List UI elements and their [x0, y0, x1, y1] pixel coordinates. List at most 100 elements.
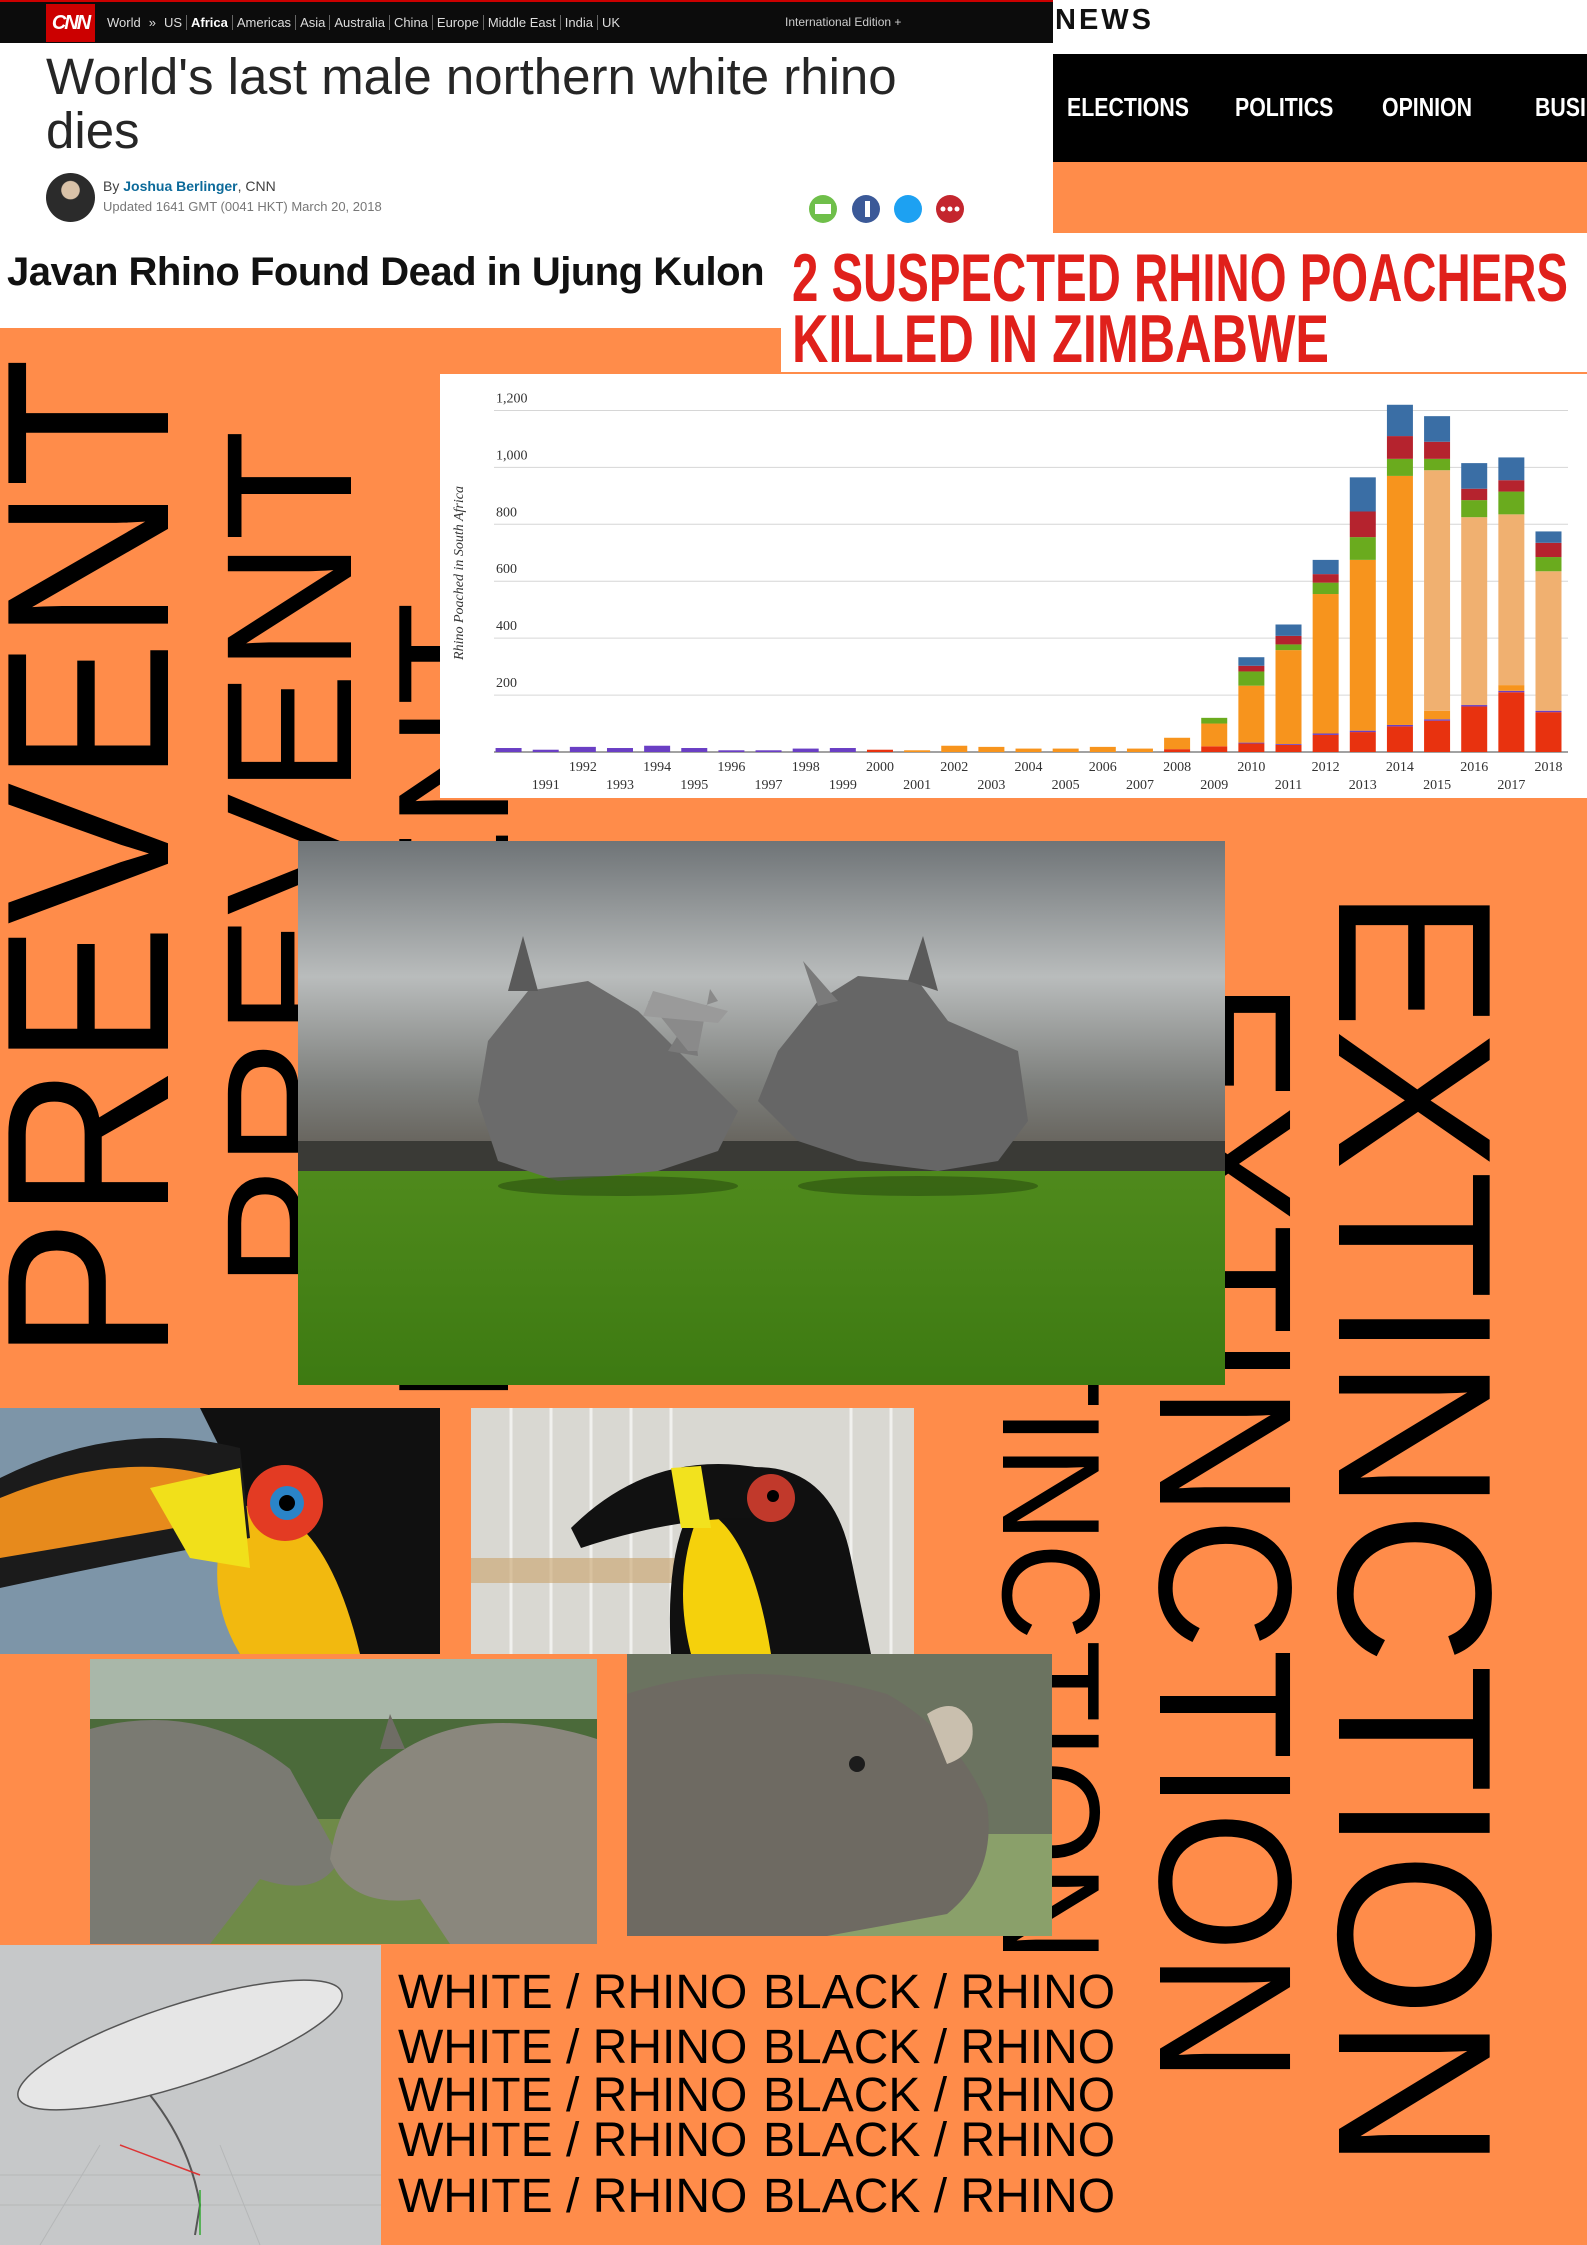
bar-segment: [718, 750, 745, 752]
nav-link[interactable]: Europe: [431, 15, 483, 30]
headline-line: 2 SUSPECTED RHINO POACHERS: [792, 240, 1568, 316]
news-brand[interactable]: NEWS: [1055, 4, 1154, 36]
nav-link[interactable]: India: [559, 15, 597, 30]
icon-glyph: [954, 206, 960, 212]
bar-segment: [1535, 542, 1562, 558]
bar-segment: [1349, 477, 1376, 512]
x-tick-label: 1992: [569, 760, 597, 775]
bar-segment: [1349, 511, 1376, 538]
bar-segment: [1498, 692, 1525, 752]
bar-segment: [1312, 574, 1339, 583]
photo-art: [471, 1408, 914, 1654]
bar-segment: [1386, 726, 1413, 752]
x-tick-label: 2003: [977, 778, 1005, 793]
x-tick-label: 2002: [940, 760, 968, 775]
bar-segment: [792, 748, 819, 752]
rhinos-photo: [90, 1659, 597, 1944]
bar-segment: [1498, 480, 1525, 492]
nav-link[interactable]: POLITICS: [1235, 92, 1334, 122]
bar-segment: [1238, 657, 1265, 666]
nav-link[interactable]: US: [163, 15, 183, 30]
rhino-word: BLACK / RHINO: [763, 2114, 1116, 2167]
bar-segment: [1201, 723, 1228, 747]
x-tick-label: 2010: [1237, 760, 1265, 775]
x-tick-label: 2007: [1126, 778, 1154, 793]
toucan-photo: [0, 1408, 440, 1654]
bar-segment: [1238, 742, 1265, 744]
bar-segment: [1164, 737, 1191, 750]
bar-segment: [1238, 685, 1265, 743]
bar-segment: [1275, 624, 1302, 636]
rhino-word: WHITE / RHINO: [398, 2114, 748, 2167]
x-tick-label: 2006: [1089, 760, 1117, 775]
bar-segment: [1238, 671, 1265, 686]
nav-link[interactable]: Middle East: [482, 15, 560, 30]
bar-segment: [1201, 717, 1228, 724]
bar-segment: [1312, 733, 1339, 735]
bar-segment: [1052, 748, 1079, 752]
x-tick-label: 2005: [1052, 778, 1080, 793]
x-tick-label: 2000: [866, 760, 894, 775]
rhino-word: BLACK / RHINO: [763, 2069, 1116, 2122]
bar-segment: [1535, 712, 1562, 752]
nav-link[interactable]: ELECTIONS: [1067, 92, 1190, 122]
rhino-word: WHITE / RHINO: [398, 1966, 748, 2019]
cnn-article-header: CNN World » US Africa Americas Asia Australia C…: [0, 0, 1053, 233]
y-tick-label: 1,000: [496, 448, 528, 463]
icon-glyph: [815, 204, 831, 214]
bar-segment: [644, 745, 671, 752]
nav-link[interactable]: Australia: [329, 15, 389, 30]
author-avatar: [46, 173, 95, 222]
photo-art: [0, 1408, 440, 1654]
bar-segment: [1461, 705, 1488, 707]
x-tick-label: 1993: [606, 778, 634, 793]
share-twitter[interactable]: [894, 195, 922, 223]
bar-segment: [1089, 746, 1116, 752]
photo-art: [0, 1945, 381, 2245]
bar-segment: [829, 748, 856, 752]
bar-segment: [1424, 441, 1451, 459]
bar-segment: [1386, 458, 1413, 476]
bar-segment: [1386, 404, 1413, 437]
bar-segment: [1386, 724, 1413, 727]
y-tick-label: 800: [496, 505, 517, 520]
x-tick-label: 2015: [1423, 778, 1451, 793]
nav-link[interactable]: China: [388, 15, 432, 30]
rhino-render-photo: [298, 841, 1225, 1385]
bar-segment: [569, 746, 596, 752]
bar-segment: [1498, 685, 1525, 691]
bar-segment: [1424, 470, 1451, 711]
nav-link[interactable]: Africa: [186, 15, 232, 30]
bar-segment: [1126, 748, 1153, 752]
bar-segment: [1498, 690, 1525, 693]
cnn-logo[interactable]: CNN: [46, 4, 95, 42]
photo-art: [627, 1654, 1052, 1936]
bar-segment: [941, 745, 968, 752]
nav-link[interactable]: UK: [596, 15, 625, 30]
nav-link[interactable]: Asia: [295, 15, 330, 30]
bar-segment: [1312, 734, 1339, 752]
y-tick-label: 600: [496, 562, 517, 577]
nav-link[interactable]: OPINION: [1382, 92, 1473, 122]
nav-link[interactable]: Americas: [231, 15, 296, 30]
nav-link[interactable]: World: [107, 15, 141, 30]
rhino-word: WHITE / RHINO: [398, 2170, 748, 2223]
icon-glyph: [947, 206, 953, 212]
photo-art: [298, 841, 1225, 1385]
x-tick-label: 2016: [1460, 760, 1488, 775]
x-tick-label: 1995: [680, 778, 708, 793]
x-tick-label: 2012: [1312, 760, 1340, 775]
x-tick-label: 2017: [1497, 778, 1525, 793]
bar-segment: [495, 748, 522, 752]
edition-link[interactable]: International Edition +: [785, 15, 902, 29]
x-tick-label: 2011: [1275, 778, 1302, 793]
y-tick-label: 400: [496, 619, 517, 634]
nav-link[interactable]: BUSI: [1535, 92, 1586, 122]
prevent-text: PREVENT: [0, 358, 218, 1361]
bar-segment: [1015, 748, 1042, 752]
cnn-nav: World » US Africa Americas Asia Australia China…: [103, 2, 625, 43]
author-link[interactable]: Joshua Berlinger: [123, 178, 238, 194]
rhino-closeup-photo: [627, 1654, 1052, 1936]
x-tick-label: 1996: [717, 760, 745, 775]
